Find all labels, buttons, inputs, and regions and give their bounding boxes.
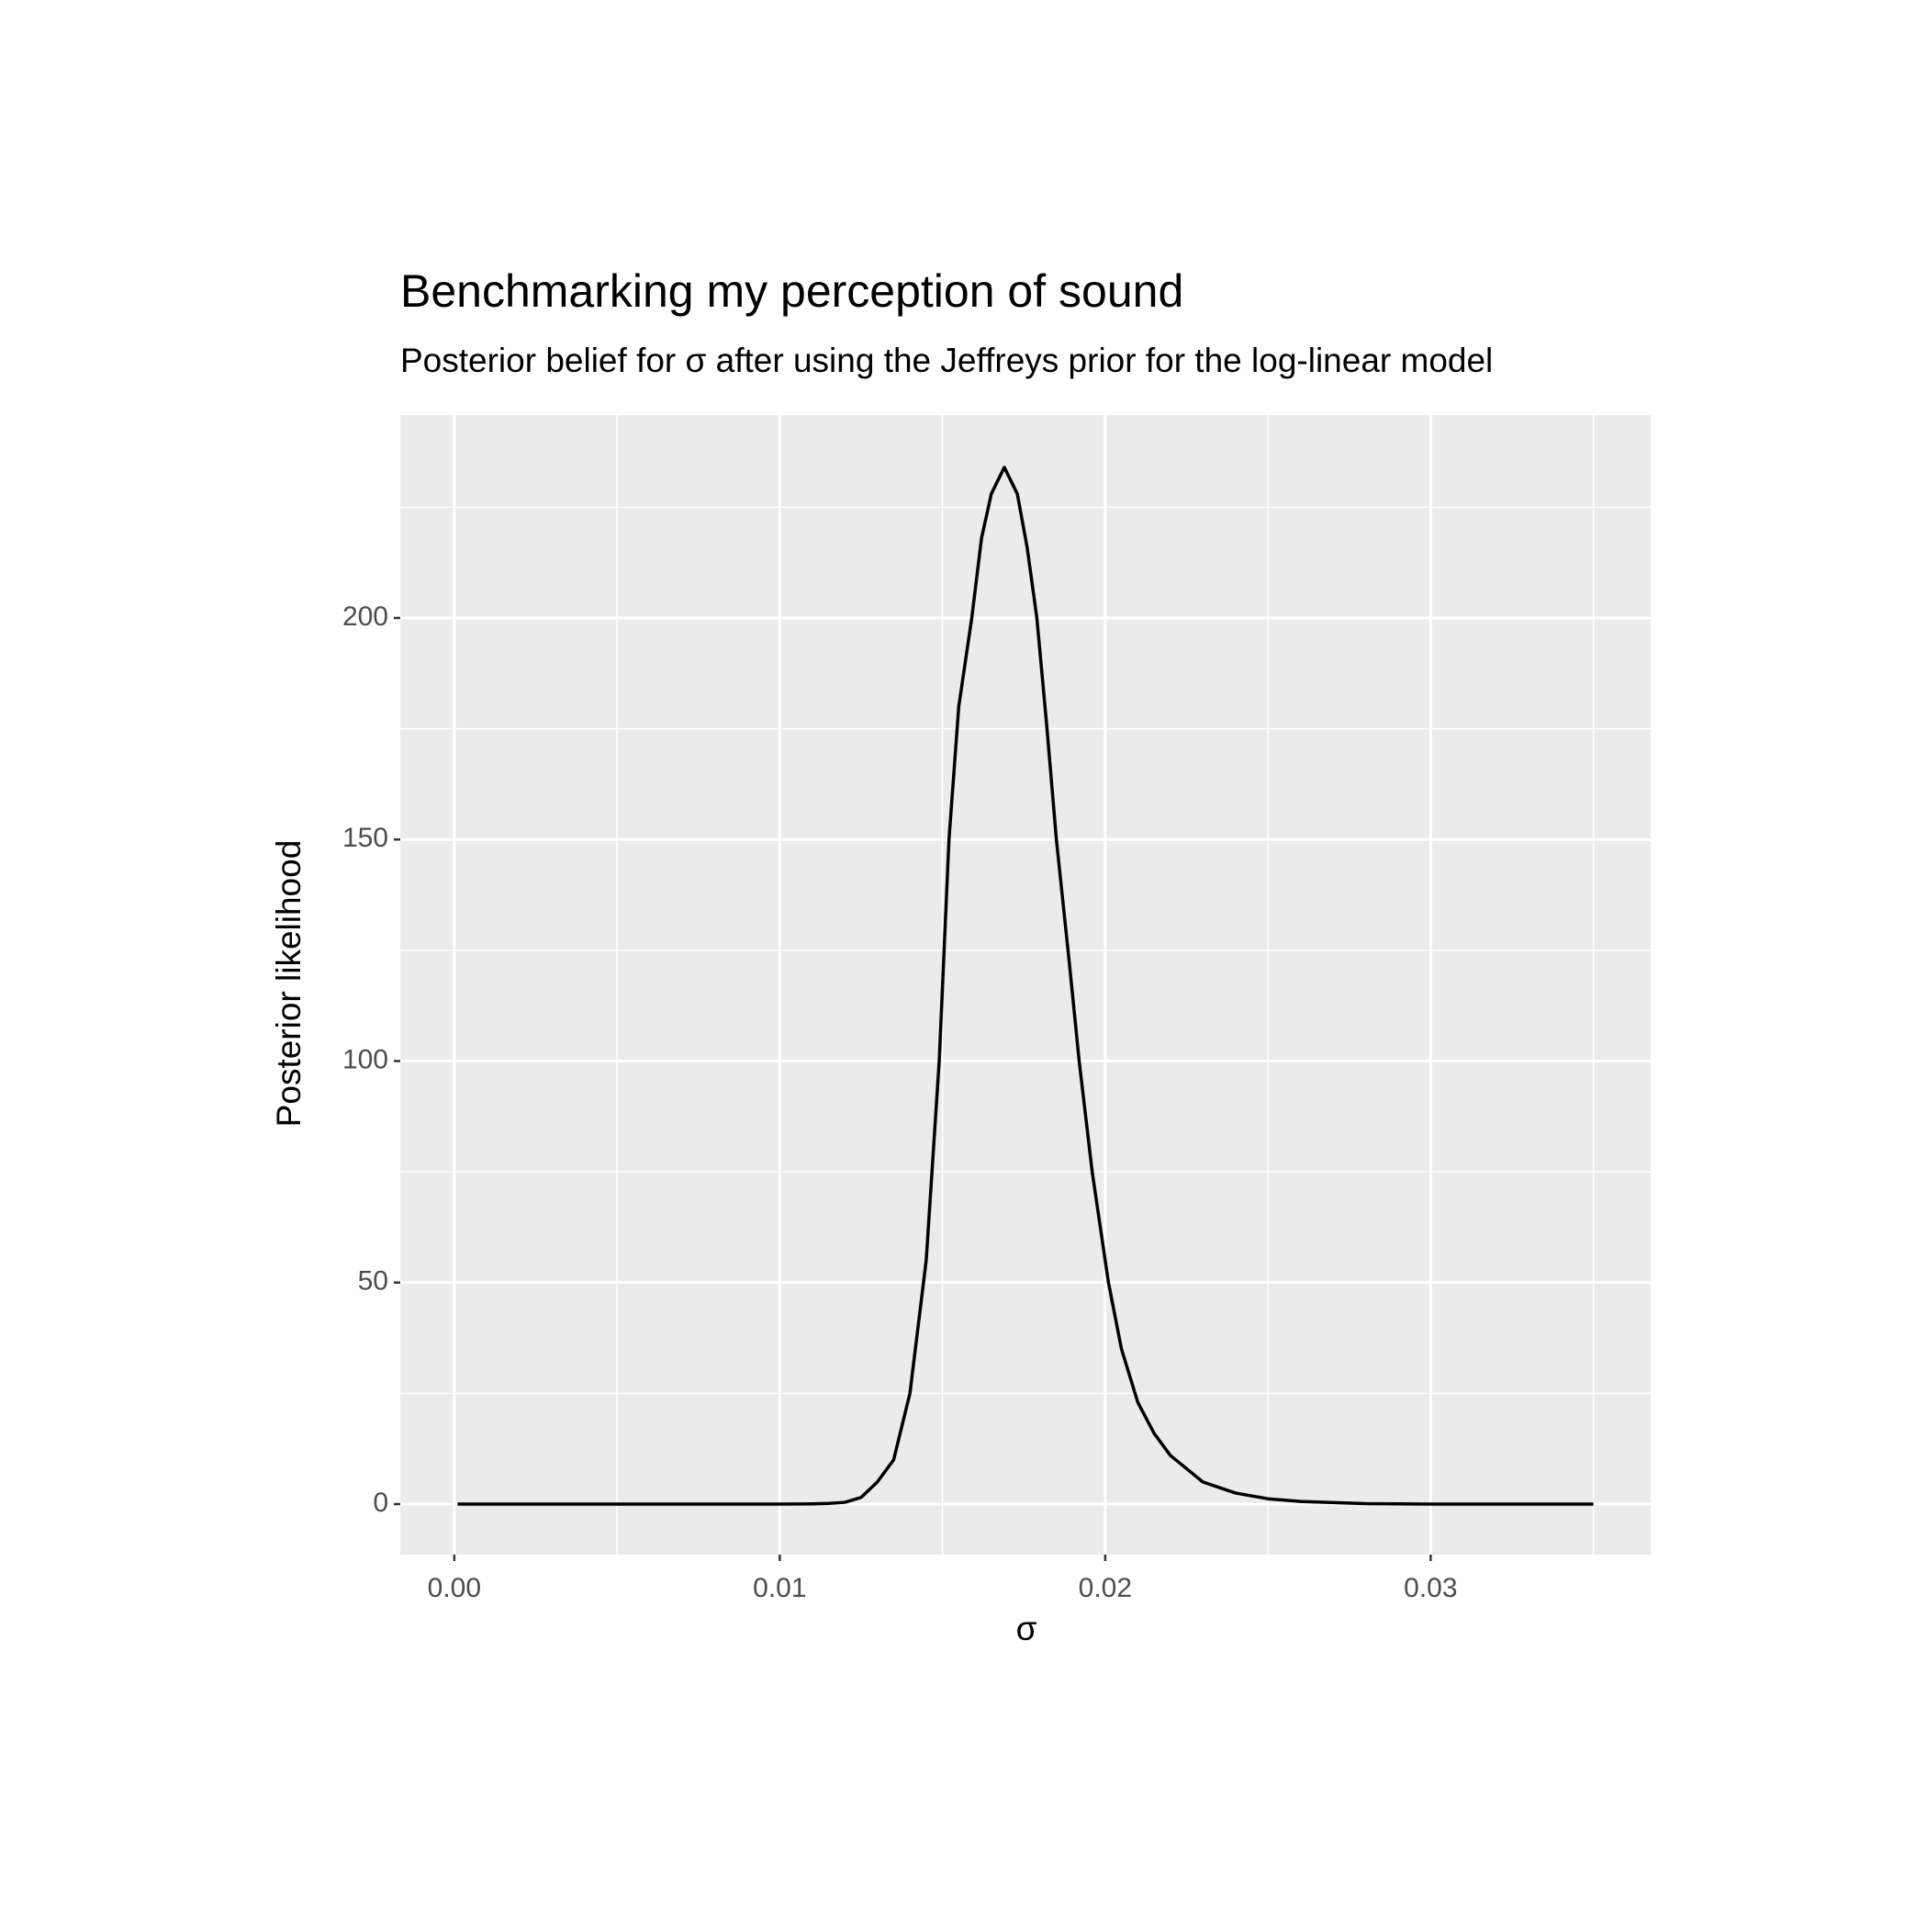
- line-series: [457, 466, 1594, 1506]
- x-tick-label: 0.02: [1079, 1573, 1132, 1603]
- y-tick-label: 200: [342, 601, 388, 632]
- panel: [400, 415, 1651, 1555]
- y-axis-title: Posterior likelihood: [270, 840, 308, 1128]
- y-tick-label: 100: [342, 1044, 388, 1074]
- x-tick-label: 0.03: [1404, 1573, 1457, 1603]
- chart-subtitle: Posterior belief for σ after using the J…: [400, 342, 1493, 379]
- chart-title: Benchmarking my perception of sound: [400, 265, 1183, 317]
- x-tick-label: 0.01: [753, 1573, 806, 1603]
- x-tick-label: 0.00: [428, 1573, 481, 1603]
- y-tick-label: 0: [373, 1488, 388, 1518]
- y-tick-label: 150: [342, 823, 388, 853]
- x-axis-title: σ: [1016, 1610, 1037, 1647]
- y-tick-label: 50: [358, 1266, 388, 1297]
